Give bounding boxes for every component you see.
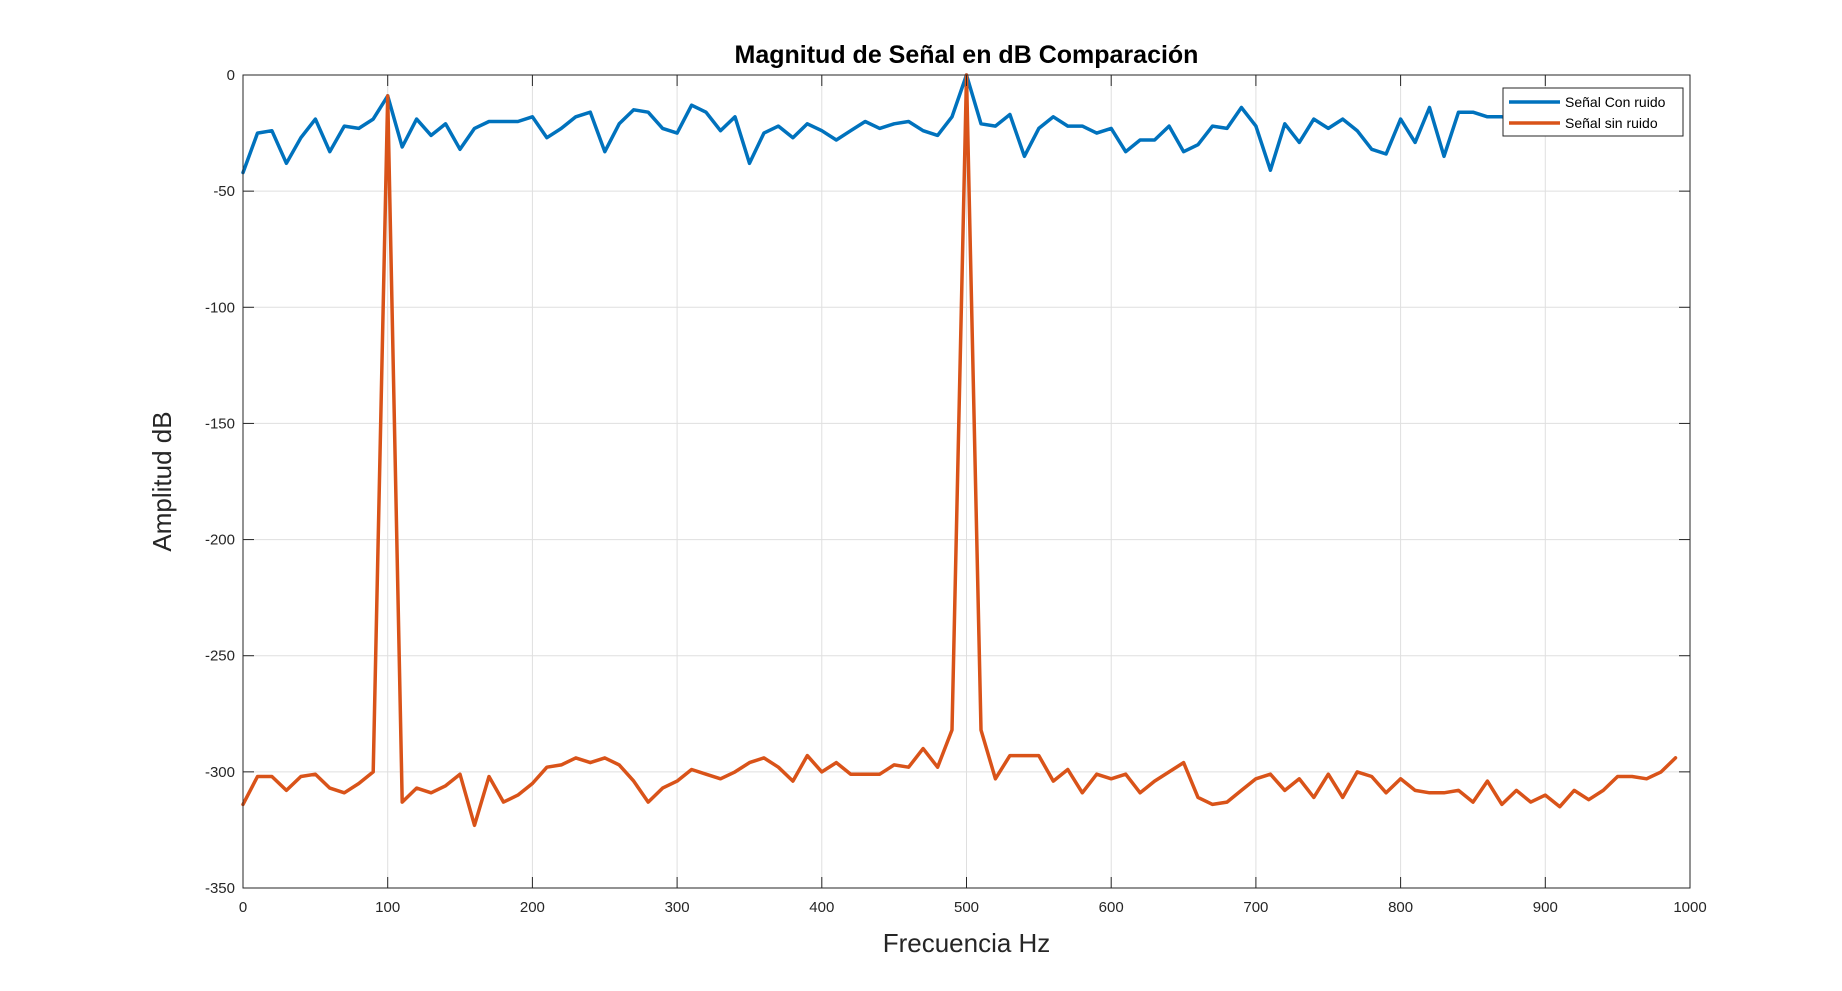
x-tick-label: 200 <box>520 899 545 916</box>
series-line-con-ruido <box>241 73 1678 175</box>
x-tick-label: 900 <box>1533 899 1558 916</box>
y-tick-label: -350 <box>205 880 235 897</box>
x-tick-label: 800 <box>1388 899 1413 916</box>
y-tick-label: -150 <box>205 415 235 432</box>
y-axis-ticks: 0 -50 -100 -150 -200 -250 -300 -350 <box>205 67 1690 897</box>
y-tick-label: -250 <box>205 648 235 665</box>
y-tick-label: -200 <box>205 532 235 549</box>
x-tick-label: 400 <box>809 899 834 916</box>
legend-label-sin-ruido: Señal sin ruido <box>1565 115 1658 131</box>
x-axis-ticks: 0 100 200 300 400 500 600 700 800 900 1000 <box>239 75 1707 916</box>
x-axis-label: Frecuencia Hz <box>883 928 1051 958</box>
x-tick-label: 700 <box>1243 899 1268 916</box>
x-tick-label: 1000 <box>1673 899 1706 916</box>
y-tick-label: -50 <box>213 183 235 200</box>
x-tick-label: 0 <box>239 899 247 916</box>
y-tick-label: -100 <box>205 299 235 316</box>
y-axis-label: Amplitud dB <box>147 411 177 551</box>
legend-label-con-ruido: Señal Con ruido <box>1565 94 1666 110</box>
series-line-sin-ruido <box>241 73 1678 828</box>
y-tick-label: 0 <box>227 67 235 84</box>
chart-title: Magnitud de Señal en dB Comparación <box>735 41 1199 69</box>
series-layer <box>241 73 1678 828</box>
x-tick-label: 500 <box>954 899 979 916</box>
x-tick-label: 100 <box>375 899 400 916</box>
x-tick-label: 600 <box>1099 899 1124 916</box>
legend[interactable]: Señal Con ruido Señal sin ruido <box>1502 87 1684 137</box>
y-tick-label: -300 <box>205 764 235 781</box>
x-tick-label: 300 <box>665 899 690 916</box>
legend-box <box>1502 87 1684 137</box>
